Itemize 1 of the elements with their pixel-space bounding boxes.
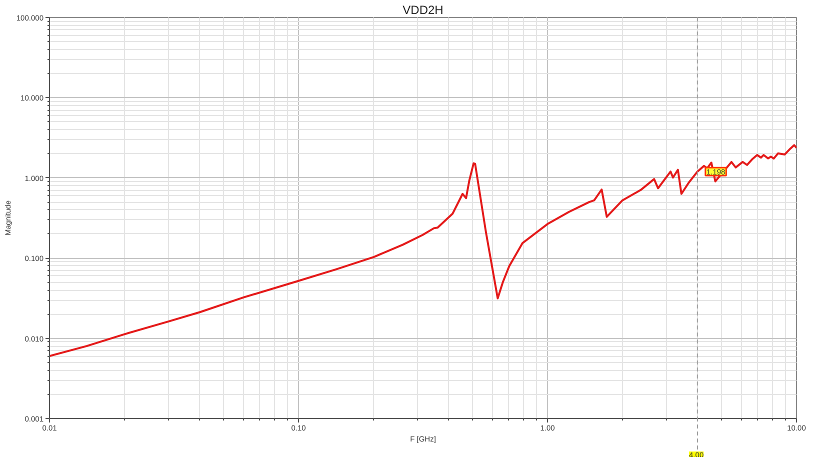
- chart-title: VDD2H: [402, 3, 444, 17]
